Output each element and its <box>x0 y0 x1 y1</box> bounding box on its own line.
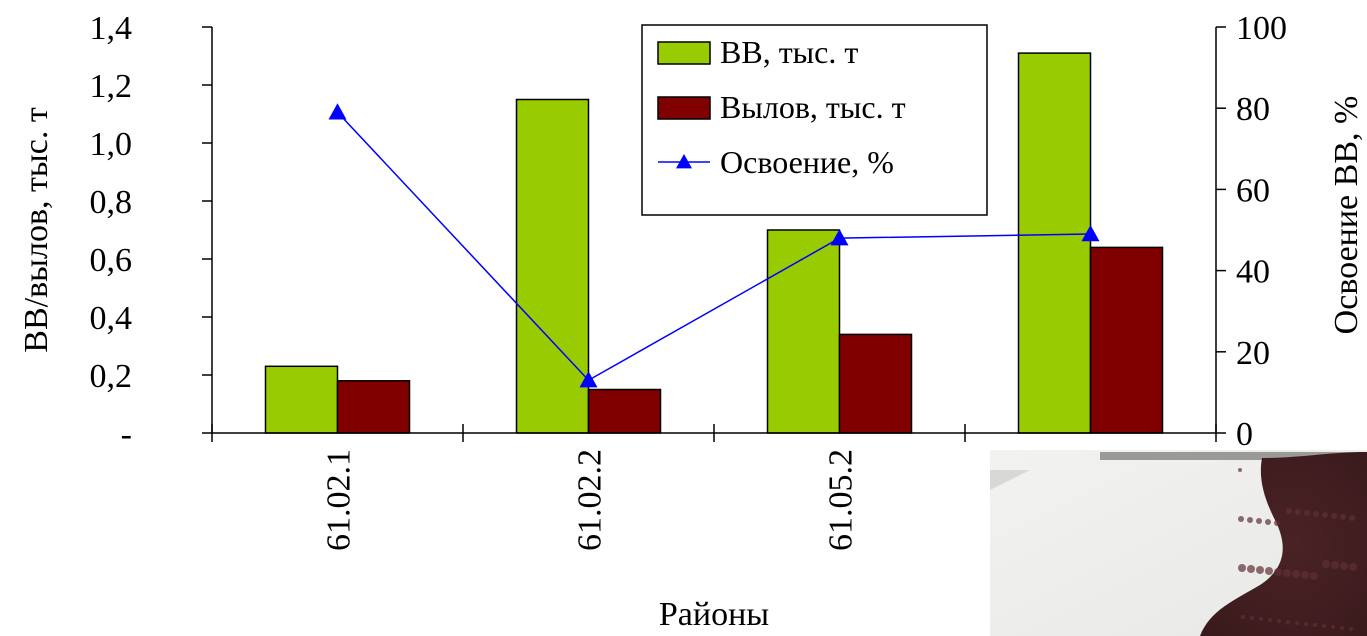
line-marker-2 <box>830 229 849 246</box>
photo-texture-dot <box>1349 627 1353 631</box>
left-tick-label: 1,4 <box>90 10 133 47</box>
photo-texture-dot <box>1331 513 1337 519</box>
photo-texture-dot <box>1331 625 1335 629</box>
photo-texture-dot <box>1310 572 1318 580</box>
photo-texture-dot <box>1340 514 1346 520</box>
photo-texture-dot <box>1313 511 1319 517</box>
left-tick-label: 0,2 <box>90 358 133 395</box>
category-label: 61.02.1 <box>321 449 358 551</box>
photo-texture-dot <box>1238 468 1242 472</box>
photo-texture-dot <box>1241 615 1245 619</box>
photo-texture-dot <box>1295 621 1299 625</box>
right-tick-label: 60 <box>1236 172 1270 209</box>
labels-layer: - 0,2 0,4 0,6 0,8 1,0 1,2 1,4 0 20 40 60 80 100 61.02.… <box>18 10 1365 633</box>
legend-label-0: ВВ, тыс. т <box>720 34 858 70</box>
photo-texture-dot <box>1301 571 1309 579</box>
photo-texture-dot <box>1331 561 1339 569</box>
legend: ВВ, тыс. т Вылов, тыс. т Освоение, % <box>641 24 988 216</box>
right-tick-label: 80 <box>1236 91 1270 128</box>
left-tick-label: 1,0 <box>90 126 133 163</box>
line-marker-1 <box>579 371 598 388</box>
bar-catch-3 <box>1089 246 1164 434</box>
photo-texture-dot <box>1268 618 1272 622</box>
bar-vv-2 <box>766 229 841 434</box>
bar-vv-0 <box>264 365 339 434</box>
legend-marker <box>676 154 692 169</box>
line-osvoenie <box>336 111 1091 382</box>
bar-vv-3 <box>1017 52 1092 434</box>
legend-label-2: Освоение, % <box>720 144 894 180</box>
right-tick-label: 40 <box>1236 254 1270 291</box>
bar-catch-1 <box>587 388 662 434</box>
axes-layer <box>202 26 1226 442</box>
left-tick-label: - <box>121 416 132 453</box>
left-tick-label: 0,8 <box>90 184 133 221</box>
photo-texture-dot <box>1286 508 1292 514</box>
bar-catch-0 <box>336 380 411 434</box>
right-axis-title: Освоение ВВ, % <box>1328 96 1365 335</box>
photo-texture-dot <box>1340 626 1344 630</box>
category-label: 61.05.2 <box>823 449 860 551</box>
photo-texture-dot <box>1265 567 1273 575</box>
category-label: 61.02.2 <box>572 449 609 551</box>
photo-texture-dot <box>1340 562 1348 570</box>
left-axis-title: ВВ/вылов, тыс. т <box>18 107 55 353</box>
left-tick-label: 0,6 <box>90 242 133 279</box>
right-tick-label: 100 <box>1236 10 1287 47</box>
legend-swatch-0 <box>657 41 711 65</box>
line-layer <box>328 103 1100 388</box>
photo-texture-dot <box>1304 510 1310 516</box>
photo-texture-dot <box>1322 560 1330 568</box>
photo-texture-dot <box>1292 570 1300 578</box>
bar-catch-2 <box>838 333 913 434</box>
photo-texture-dot <box>1259 617 1263 621</box>
photo-texture-dot <box>1313 623 1317 627</box>
photo-fold <box>990 470 1030 490</box>
photo-dark-object <box>1200 452 1367 636</box>
photo-texture-dot <box>1349 515 1355 521</box>
photo-texture-dot <box>1256 566 1264 574</box>
left-tick-label: 0,4 <box>90 300 133 337</box>
photo-texture-dot <box>1247 517 1253 523</box>
right-tick-label: 0 <box>1236 416 1253 453</box>
photo-texture-dot <box>1238 516 1244 522</box>
photo-texture-dot <box>1322 512 1328 518</box>
photo-texture-dot <box>1283 569 1291 577</box>
photo-texture-dot <box>1256 518 1262 524</box>
right-tick-label: 20 <box>1236 335 1270 372</box>
bars-layer <box>264 52 1164 434</box>
photo-texture-dot <box>1295 509 1301 515</box>
legend-label-1: Вылов, тыс. т <box>720 89 906 125</box>
photo-texture-dot <box>1274 568 1282 576</box>
photo-texture-dot <box>1286 620 1290 624</box>
photo-texture-dot <box>1322 624 1326 628</box>
photo-overlay <box>990 450 1367 636</box>
photo-texture-dot <box>1349 563 1357 571</box>
x-axis-title: Районы <box>659 596 769 633</box>
left-tick-label: 1,2 <box>90 68 133 105</box>
photo-texture-dot <box>1250 616 1254 620</box>
photo-texture-dot <box>1277 619 1281 623</box>
legend-swatch-1 <box>657 96 711 120</box>
photo-texture-dot <box>1265 519 1271 525</box>
photo-texture-dot <box>1238 564 1246 572</box>
photo-texture-dot <box>1247 565 1255 573</box>
line-marker-0 <box>328 103 347 120</box>
photo-texture-dot <box>1274 520 1280 526</box>
bar-vv-1 <box>515 98 590 434</box>
line-marker-3 <box>1081 225 1100 242</box>
photo-texture-dot <box>1304 622 1308 626</box>
